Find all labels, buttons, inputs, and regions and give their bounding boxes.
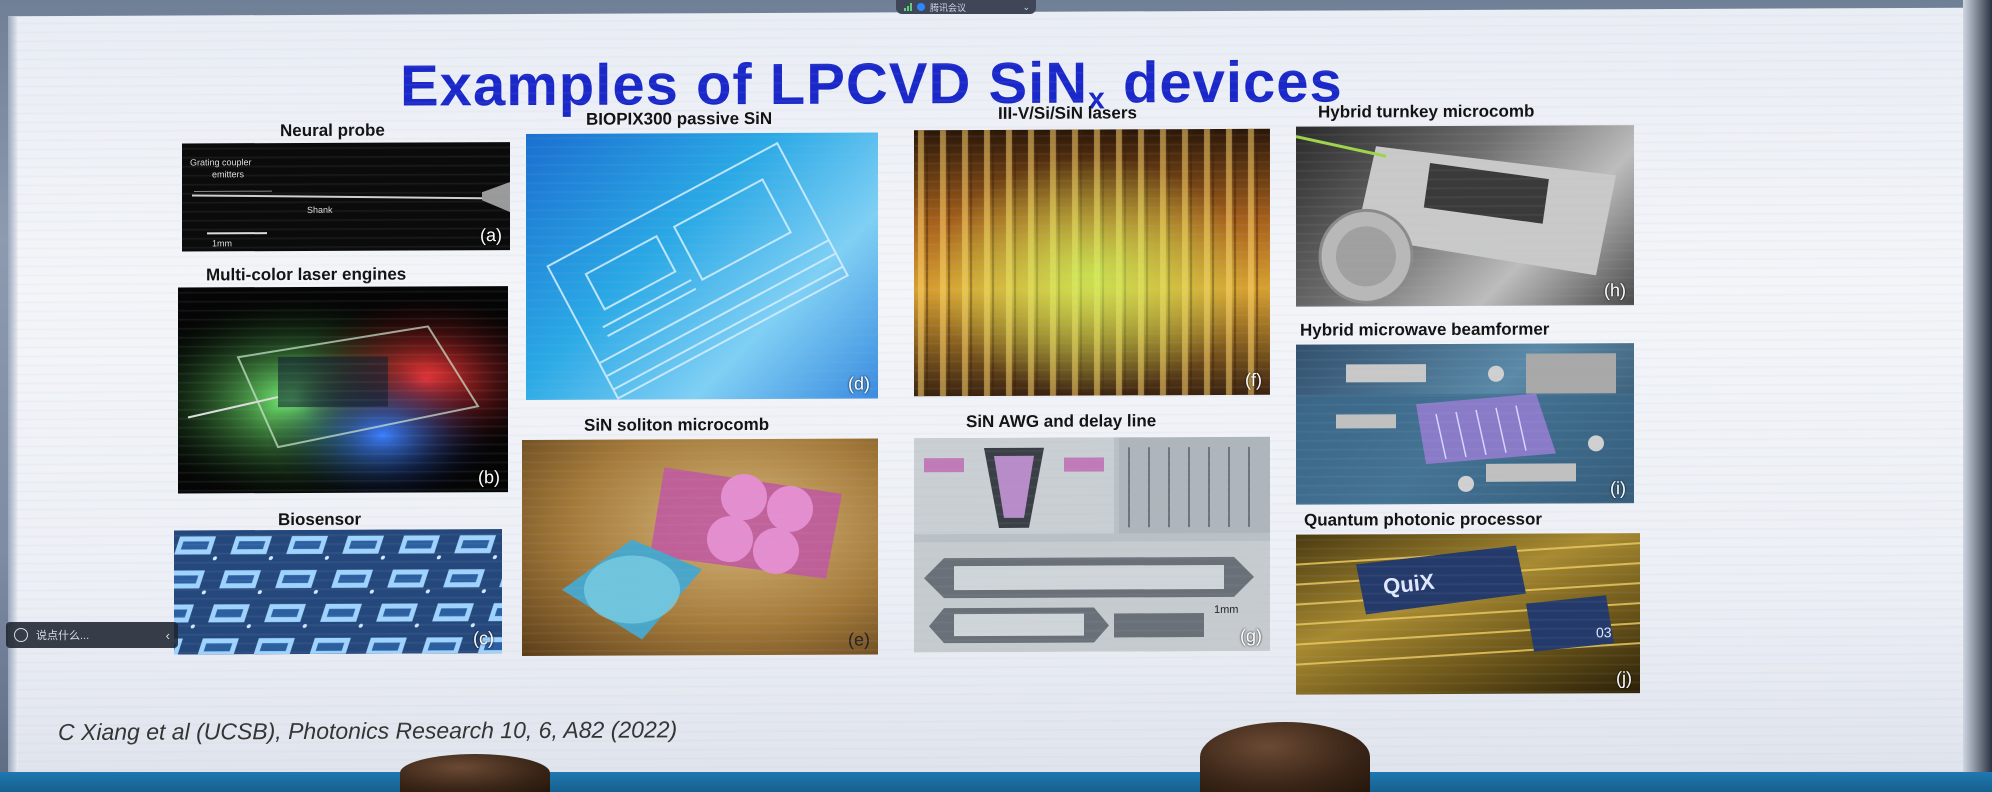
caption-neural-probe: Neural probe — [280, 120, 385, 141]
caption-quantum: Quantum photonic processor — [1304, 509, 1543, 530]
chip-brand-text: QuiX — [1382, 569, 1436, 599]
panel-label-d: (d) — [848, 373, 870, 394]
panel-biopix: (d) — [526, 132, 878, 401]
panel-label-f: (f) — [1245, 369, 1262, 390]
panel-label-h: (h) — [1604, 280, 1626, 301]
caption-lasers: III-V/Si/SiN lasers — [998, 103, 1137, 123]
probe-label-coupler: Grating coupler — [190, 157, 252, 167]
emoji-icon[interactable] — [14, 628, 28, 642]
caption-awg: SiN AWG and delay line — [966, 411, 1157, 432]
panel-label-e: (e) — [848, 629, 870, 650]
signal-icon — [904, 3, 912, 11]
panel-beamformer: (i) — [1296, 343, 1634, 505]
slide-citation: C Xiang et al (UCSB), Photonics Research… — [58, 716, 678, 746]
panel-awg: 1mm (g) — [914, 436, 1270, 653]
chip-number-text: 03 — [1596, 624, 1612, 640]
panel-lasers: (f) — [914, 128, 1270, 397]
audience-head-right — [1200, 722, 1370, 792]
collapse-icon[interactable]: ‹ — [165, 627, 170, 643]
panel-soliton: (e) — [522, 438, 878, 657]
comment-placeholder: 说点什么... — [36, 630, 90, 642]
caption-biosensor: Biosensor — [278, 509, 362, 530]
laser-engine-image — [178, 286, 508, 494]
panel-label-a: (a) — [480, 225, 502, 246]
turnkey-microcomb-image — [1296, 135, 1616, 304]
panel-quantum: QuiX 03 (j) — [1296, 533, 1640, 695]
panel-label-b: (b) — [478, 467, 500, 488]
probe-label-shank: Shank — [307, 205, 333, 215]
caption-beamformer: Hybrid microwave beamformer — [1300, 319, 1550, 340]
meeting-status-bar[interactable]: 腾讯会议 ⌄ — [896, 0, 1036, 14]
caption-laser-engines: Multi-color laser engines — [206, 264, 407, 285]
chevron-down-icon[interactable]: ⌄ — [1022, 1, 1030, 12]
caption-turnkey: Hybrid turnkey microcomb — [1318, 101, 1535, 122]
panel-neural-probe: Grating coupler emitters Shank 1mm (a) — [182, 142, 510, 252]
panel-label-i: (i) — [1610, 478, 1626, 499]
panel-biosensor: (c) — [174, 529, 502, 655]
quantum-processor-image: QuiX 03 — [1296, 542, 1640, 666]
presentation-slide: Examples of LPCVD SiNx devices Neural pr… — [8, 7, 1963, 789]
panel-label-c: (c) — [473, 628, 494, 649]
meeting-app-icon — [917, 3, 925, 11]
biopix-chip-image — [546, 141, 849, 400]
comment-input[interactable]: 说点什么... ‹ — [6, 622, 178, 648]
awg-scale-label: 1mm — [1214, 604, 1238, 616]
caption-biopix: BIOPIX300 passive SiN — [586, 108, 773, 129]
screen-right-edge — [1963, 0, 1992, 792]
biosensor-image — [174, 529, 502, 655]
laser-array-image — [914, 128, 1270, 397]
screen-bottom-strip — [0, 772, 1992, 792]
slide-edge — [8, 16, 18, 789]
neural-probe-image: Grating coupler emitters Shank 1mm — [190, 157, 510, 248]
caption-soliton: SiN soliton microcomb — [584, 414, 770, 435]
meeting-app-label: 腾讯会议 — [930, 2, 967, 13]
probe-label-scale: 1mm — [212, 238, 232, 248]
slide-title: Examples of LPCVD SiNx devices — [400, 49, 1343, 119]
awg-delay-line-image: 1mm — [914, 436, 1270, 653]
panel-label-g: (g) — [1240, 625, 1262, 646]
probe-label-emitters: emitters — [212, 169, 245, 179]
soliton-chip-image — [562, 467, 843, 640]
audience-head-left — [400, 754, 550, 792]
beamformer-image — [1296, 353, 1634, 505]
panel-label-j: (j) — [1616, 668, 1632, 689]
panel-turnkey: (h) — [1296, 125, 1634, 307]
panel-laser-engines: (b) — [178, 286, 508, 494]
